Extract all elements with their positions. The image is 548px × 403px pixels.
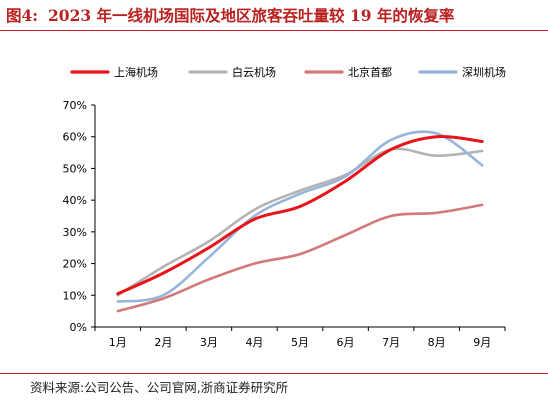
legend-label-3: 北京首都 [348,65,392,79]
y-tick-label: 50% [63,162,87,175]
series-line-2 [116,147,484,297]
chart-series [116,130,484,313]
source-note: 资料来源:公司公告、公司官网,浙商证券研究所 [30,380,289,395]
series-line-4 [116,130,484,303]
legend-label-4: 深圳机场 [462,65,506,79]
x-tick-label: 4月 [245,336,263,349]
y-tick-label: 10% [63,289,87,302]
legend-label-1: 上海机场 [114,65,158,79]
title-rule [0,30,548,31]
y-tick-label: 0% [70,321,87,334]
x-tick-label: 7月 [382,336,400,349]
y-tick-label: 40% [63,194,87,207]
source-rule [0,373,548,374]
line-chart: 上海机场 白云机场 北京首都 深圳机场 0% 10% 20% 30% 40% 50% 60% 70%… [63,65,506,349]
x-tick-label: 1月 [109,336,127,349]
figure-label: 图4: [6,6,39,25]
y-tick-label: 30% [63,226,87,239]
legend-label-2: 白云机场 [232,65,276,79]
x-tick-label: 6月 [337,336,355,349]
series-line-3 [116,203,484,313]
y-tick-label: 60% [63,131,87,144]
x-tick-label: 3月 [200,336,218,349]
chart-axes: 0% 10% 20% 30% 40% 50% 60% 70% 1月 2月 3月 4月 5月 6月 7月 8月 9… [63,99,506,349]
x-tick-label: 9月 [473,336,491,349]
x-tick-label: 5月 [291,336,309,349]
chart-legend: 上海机场 白云机场 北京首都 深圳机场 [70,65,506,79]
figure-title: 图4: 2023 年一线机场国际及地区旅客吞吐量较 19 年的恢复率 [6,4,542,28]
x-tick-label: 2月 [154,336,172,349]
figure-title-text: 2023 年一线机场国际及地区旅客吞吐量较 19 年的恢复率 [48,6,455,25]
x-tick-label: 8月 [428,336,446,349]
y-tick-label: 70% [63,99,87,112]
y-tick-label: 20% [63,258,87,271]
series-line-1 [116,135,484,296]
